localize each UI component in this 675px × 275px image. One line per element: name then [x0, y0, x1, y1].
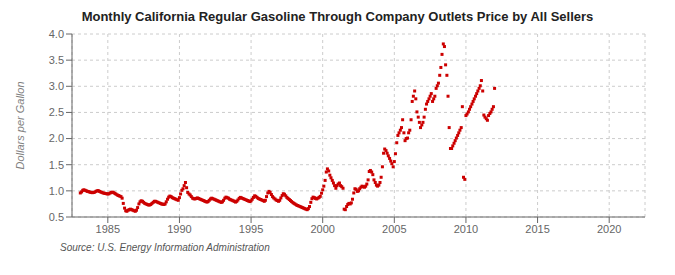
svg-text:1995: 1995: [239, 223, 263, 235]
svg-text:Dollars per Gallon: Dollars per Gallon: [14, 81, 26, 169]
svg-text:1990: 1990: [167, 223, 191, 235]
svg-text:2015: 2015: [525, 223, 549, 235]
svg-text:2005: 2005: [382, 223, 406, 235]
html-text:Source: U.S. Energy Informatio: Source: U.S. Energy Information Administ…: [60, 242, 270, 253]
svg-text:2.0: 2.0: [49, 132, 64, 144]
svg-text:2.5: 2.5: [49, 106, 64, 118]
svg-text:4.0: 4.0: [49, 28, 64, 40]
svg-text:3.5: 3.5: [49, 54, 64, 66]
svg-text:0.5: 0.5: [49, 211, 64, 223]
html-text:Monthly California Regular Gas: Monthly California Regular Gasoline Thro…: [81, 9, 594, 24]
svg-text:1.0: 1.0: [49, 185, 64, 197]
svg-text:2010: 2010: [454, 223, 478, 235]
svg-text:1985: 1985: [96, 223, 120, 235]
svg-text:2000: 2000: [310, 223, 334, 235]
svg-text:1.5: 1.5: [49, 159, 64, 171]
svg-text:3.0: 3.0: [49, 80, 64, 92]
svg-text:2020: 2020: [597, 223, 621, 235]
